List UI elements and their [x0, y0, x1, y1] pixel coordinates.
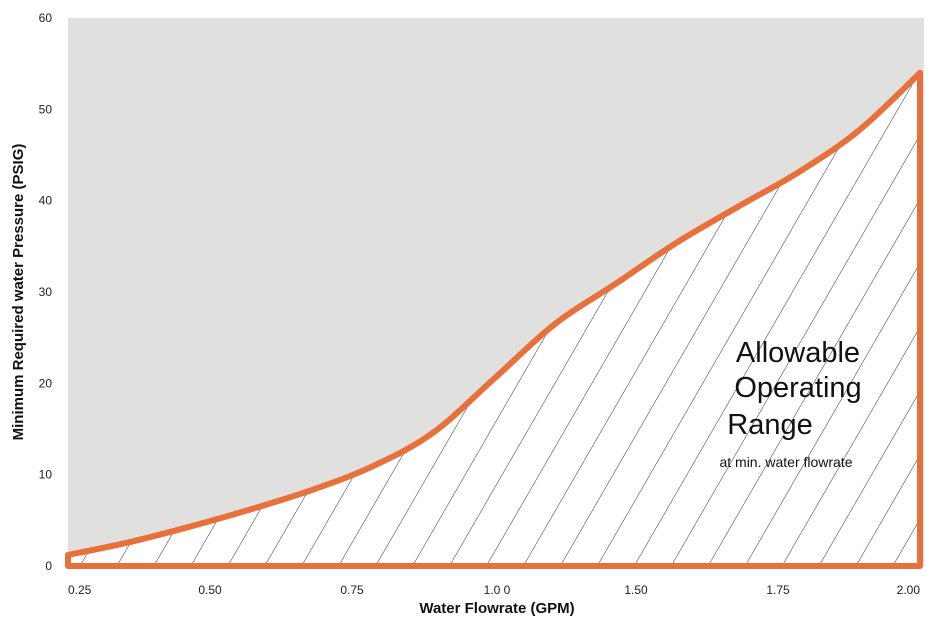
y-tick-label: 30 [39, 285, 53, 299]
x-tick-label: 0.75 [340, 583, 364, 597]
y-axis-title: Minimum Required water Pressure (PSIG) [10, 144, 27, 441]
region-label-line-1: Allowable [736, 337, 860, 369]
y-tick-label: 20 [39, 376, 53, 390]
allowable-area-hatch [68, 72, 920, 567]
x-axis-ticks: 0.25 0.50 0.75 1.0 0 1.50 1.75 2.00 [68, 583, 920, 597]
y-tick-label: 50 [39, 102, 53, 116]
x-tick-label: 0.25 [68, 583, 92, 597]
region-label-line-3: Range [727, 409, 812, 441]
x-axis-title: Water Flowrate (GPM) [419, 600, 574, 617]
y-tick-label: 10 [39, 468, 53, 482]
x-tick-label: 1.0 0 [484, 583, 511, 597]
x-tick-label: 2.00 [897, 583, 921, 597]
x-tick-label: 1.50 [624, 583, 648, 597]
x-tick-label: 1.75 [766, 583, 790, 597]
region-label-line-2: Operating [734, 372, 861, 404]
y-tick-label: 60 [39, 11, 53, 25]
y-axis-ticks: 0 10 20 30 40 50 60 [39, 11, 53, 573]
x-tick-label: 0.50 [198, 583, 222, 597]
region-sublabel: at min. water flowrate [719, 454, 852, 470]
y-tick-label: 0 [45, 559, 52, 573]
y-tick-label: 40 [39, 194, 53, 208]
min-pressure-curve [65, 69, 923, 569]
